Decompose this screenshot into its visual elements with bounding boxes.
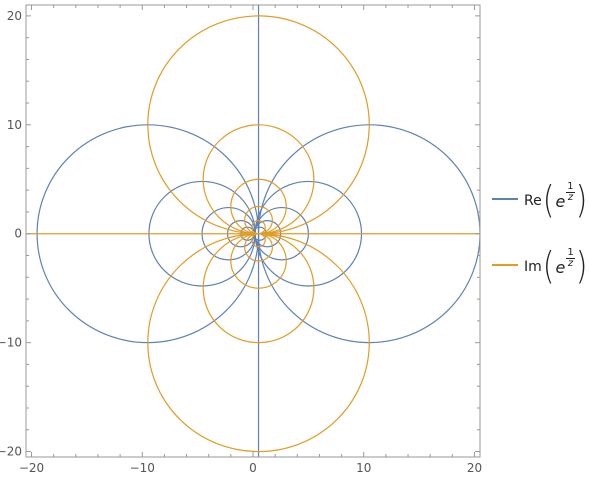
contour-curves bbox=[26, 5, 480, 457]
y-tick-label: 20 bbox=[7, 9, 22, 23]
legend-item-re: Re(e 1 z) bbox=[492, 180, 587, 220]
legend-im-close-paren: ) bbox=[576, 248, 588, 286]
x-tick-label: 10 bbox=[356, 461, 371, 475]
y-tick-label: 10 bbox=[7, 118, 22, 132]
legend-item-im: Im(e 1 z) bbox=[492, 246, 587, 286]
x-tick-label: −10 bbox=[130, 461, 155, 475]
legend-im-den: z bbox=[568, 259, 573, 269]
x-tick-label: 20 bbox=[467, 461, 482, 475]
legend-re-base: e bbox=[555, 192, 565, 211]
legend-label-re: Re(e 1 z) bbox=[524, 184, 588, 218]
legend-re-open-paren: ( bbox=[543, 182, 555, 220]
y-tick-label: −20 bbox=[0, 445, 22, 459]
legend-re-den: z bbox=[568, 193, 573, 203]
legend-swatch-re bbox=[492, 198, 518, 200]
legend-re-prefix: Re bbox=[524, 193, 542, 209]
legend-im-num: 1 bbox=[566, 248, 574, 259]
tick-labels: −20 −10 0 10 20 −20 −10 0 10 20 bbox=[0, 9, 482, 475]
legend-re-num: 1 bbox=[566, 182, 574, 193]
y-tick-label: 0 bbox=[14, 227, 22, 241]
legend: Re(e 1 z) Im(e 1 z) bbox=[492, 180, 587, 312]
legend-re-close-paren: ) bbox=[576, 182, 588, 220]
x-tick-label: 0 bbox=[249, 461, 257, 475]
legend-im-prefix: Im bbox=[524, 259, 542, 275]
legend-im-base: e bbox=[556, 258, 566, 277]
legend-label-im: Im(e 1 z) bbox=[524, 250, 588, 284]
legend-swatch-im bbox=[492, 264, 518, 266]
y-tick-label: −10 bbox=[0, 336, 22, 350]
x-tick-label: −20 bbox=[19, 461, 44, 475]
legend-im-open-paren: ( bbox=[543, 248, 555, 286]
